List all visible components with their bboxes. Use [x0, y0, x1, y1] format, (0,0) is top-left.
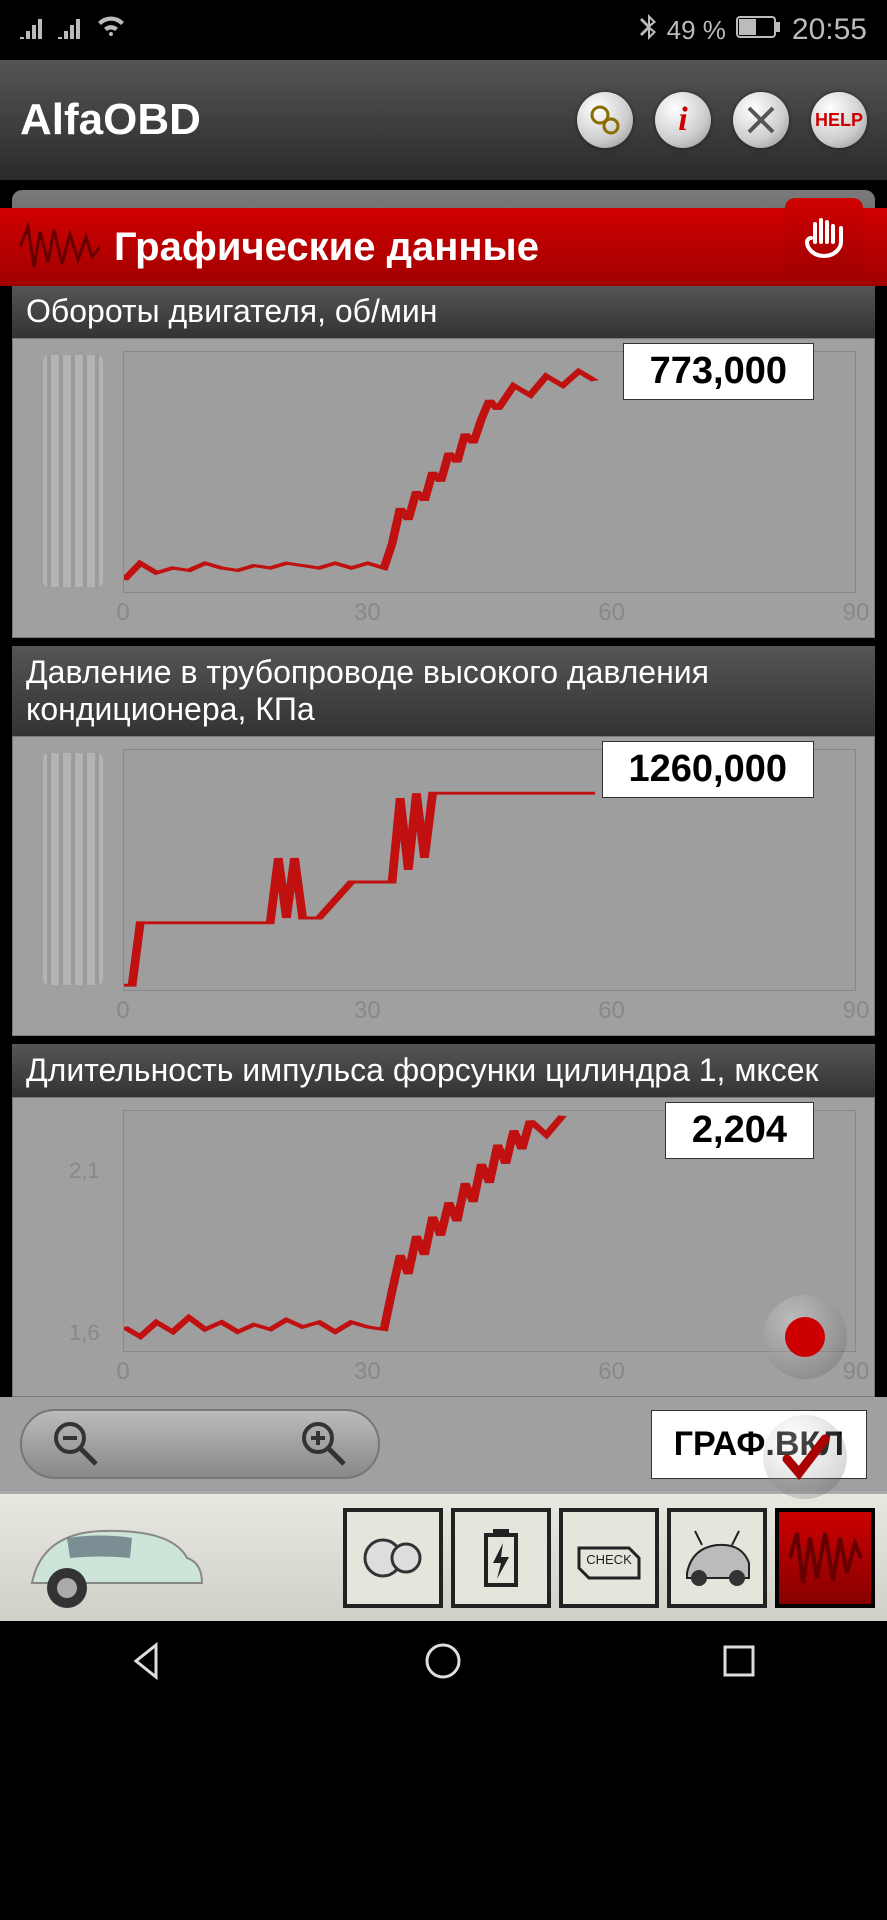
x-axis: 0306090 [123, 997, 856, 1027]
x-tick-label: 60 [598, 1358, 625, 1386]
info-icon[interactable]: i [655, 92, 711, 148]
header-icons: i HELP [577, 92, 867, 148]
chart-title: Длительность импульса форсунки цилиндра … [12, 1044, 875, 1097]
signal-icon-2 [58, 15, 84, 46]
home-button[interactable] [421, 1639, 465, 1683]
y-tick-label: 2,1 [69, 1158, 100, 1184]
settings-gears-icon[interactable] [577, 92, 633, 148]
x-tick-label: 30 [354, 1358, 381, 1386]
android-nav-bar [0, 1621, 887, 1701]
chart-current-value: 773,000 [623, 343, 814, 400]
chart-body[interactable]: 1260,000 0 30 60 90 [12, 736, 875, 1036]
chart-current-value: 1260,000 [602, 741, 815, 798]
car-image[interactable] [12, 1503, 212, 1613]
x-tick-label: 90 [843, 1358, 870, 1386]
status-right: 49 % 20:55 [639, 13, 867, 47]
graph-tab-icon[interactable] [775, 1508, 875, 1608]
x-axis: 0306090 [123, 599, 856, 629]
zoom-pill [20, 1409, 380, 1479]
zoom-controls-row: ГРАФ.ВКЛ [0, 1397, 887, 1491]
x-tick-label: 0 [116, 1358, 129, 1386]
battery-icon [736, 15, 782, 46]
x-tick-label: 60 [598, 599, 625, 627]
chart-section: Длительность импульса форсунки цилиндра … [0, 1036, 887, 1397]
banner-area: СКАНИРОВАНИЯ Графические данные [0, 180, 887, 277]
car-diagnostic-tab-icon[interactable] [667, 1508, 767, 1608]
svg-text:CHECK: CHECK [586, 1552, 632, 1567]
waveform-icon [20, 217, 100, 277]
red-title-banner: Графические данные [0, 208, 887, 286]
recents-button[interactable] [717, 1639, 761, 1683]
status-bar: 49 % 20:55 [0, 0, 887, 60]
check-engine-tab-icon[interactable]: CHECK [559, 1508, 659, 1608]
battery-tab-icon[interactable] [451, 1508, 551, 1608]
status-left [20, 15, 126, 46]
app-header: AlfaOBD i HELP [0, 60, 887, 180]
record-button[interactable] [763, 1295, 847, 1379]
battery-percent: 49 % [667, 15, 726, 46]
red-banner-title: Графические данные [114, 225, 539, 270]
x-tick-label: 0 [116, 599, 129, 627]
x-tick-label: 60 [598, 997, 625, 1025]
confirm-check-button5[interactable] [763, 1415, 847, 1499]
bottom-toolbar: CHECK [0, 1491, 887, 1621]
clock: 20:55 [792, 13, 867, 47]
chart-title: Давление в трубопроводе высокого давлени… [12, 646, 875, 736]
zoom-in-button[interactable] [300, 1420, 348, 1468]
x-tick-label: 90 [843, 997, 870, 1025]
bluetooth-icon [639, 14, 657, 47]
chart-body[interactable]: 2,1 1,6 2,204 0 30 60 90 [12, 1097, 875, 1397]
chart-section: Обороты двигателя, об/мин773,000 0 30 60 90 [0, 277, 887, 638]
scroll-indicator [43, 753, 103, 985]
wifi-icon [96, 15, 126, 46]
back-button[interactable] [126, 1639, 170, 1683]
x-tick-label: 0 [116, 997, 129, 1025]
signal-icon [20, 15, 46, 46]
x-tick-label: 30 [354, 599, 381, 627]
x-axis: 0306090 [123, 1358, 856, 1388]
x-tick-label: 90 [843, 599, 870, 627]
scroll-indicator [43, 355, 103, 587]
tools-icon[interactable] [733, 92, 789, 148]
y-tick-label: 1,6 [69, 1320, 100, 1346]
chart-section: Давление в трубопроводе высокого давлени… [0, 638, 887, 1036]
chart-title: Обороты двигателя, об/мин [12, 285, 875, 338]
app-title: AlfaOBD [20, 95, 201, 145]
chart-body[interactable]: 773,000 0 30 60 90 [12, 338, 875, 638]
zoom-out-button[interactable] [52, 1420, 100, 1468]
help-icon[interactable]: HELP [811, 92, 867, 148]
gauge-tab-icon[interactable] [343, 1508, 443, 1608]
x-tick-label: 30 [354, 997, 381, 1025]
stop-hand-button[interactable] [785, 198, 863, 276]
chart-current-value: 2,204 [665, 1102, 814, 1159]
